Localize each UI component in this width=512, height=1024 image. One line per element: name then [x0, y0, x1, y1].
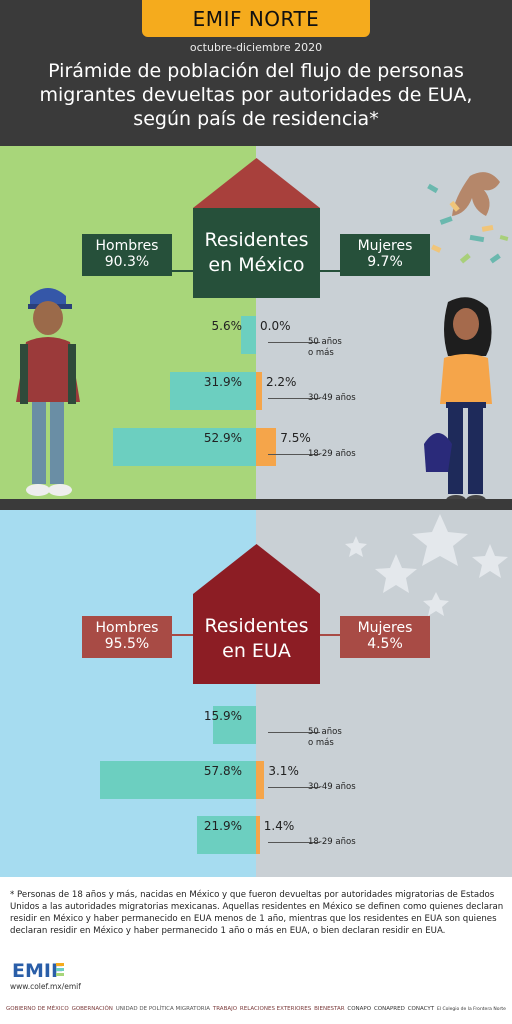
women-value-label: 2.2%	[265, 375, 297, 389]
women-total-tag: Mujeres 9.7%	[340, 234, 430, 276]
org-logo: BIENESTAR	[314, 1006, 345, 1012]
org-logo: CONAPO	[347, 1006, 372, 1012]
age-connector	[268, 842, 320, 843]
men-value-label: 57.8%	[203, 764, 242, 778]
house-title: Residentes en EUA	[193, 594, 320, 684]
org-logo: GOBERNACIÓN	[71, 1006, 113, 1012]
age-group-label: 50 años o más	[308, 727, 342, 749]
women-value-label: 1.4%	[263, 819, 295, 833]
age-connector	[268, 398, 320, 399]
men-value-label: 21.9%	[203, 819, 242, 833]
header: EMIF NORTE octubre-diciembre 2020 Pirámi…	[0, 0, 512, 146]
men-background	[0, 510, 256, 877]
men-value-label: 31.9%	[203, 375, 242, 389]
age-group-line: 50 años	[308, 337, 342, 347]
age-group-line: o más	[308, 348, 334, 358]
women-bar	[256, 816, 260, 854]
org-logo: CONACYT	[407, 1006, 435, 1012]
men-bar	[240, 316, 256, 354]
usa-residents-panel: Residentes en EUA Hombres 95.5% Mujeres 4.5…	[0, 510, 512, 877]
women-value-label: 3.1%	[268, 764, 299, 778]
house-roof-icon	[193, 158, 320, 208]
age-connector	[268, 454, 320, 455]
org-logo: El Colegio de la Frontera Norte	[436, 1006, 506, 1012]
men-value-label: 5.6%	[211, 319, 243, 333]
men-bar	[99, 761, 256, 799]
org-logo: RELACIONES EXTERIORES	[239, 1006, 312, 1012]
org-logo: UNIDAD DE POLÍTICA MIGRATORIA	[115, 1006, 210, 1012]
emif-logo-icon: EMIF	[12, 960, 64, 982]
website-link[interactable]: www.colef.mx/emif	[10, 982, 81, 991]
org-logo: GOBIERNO DE MÉXICO	[6, 1006, 69, 1012]
women-bar	[256, 428, 277, 466]
age-group-line: 30-49 años	[308, 393, 356, 403]
men-total-tag: Hombres 95.5%	[82, 616, 172, 658]
org-logo: CONAPRED	[373, 1006, 405, 1012]
age-group-label: 50 años o más	[308, 337, 342, 359]
brand-title: EMIF NORTE	[142, 0, 370, 37]
age-connector	[268, 342, 320, 343]
floor-divider	[0, 499, 512, 510]
age-group-line: 18-29 años	[308, 449, 356, 459]
stars-decoration-icon	[345, 514, 508, 616]
women-bar	[256, 372, 262, 410]
age-group-line: o más	[308, 738, 334, 748]
footnote: * Personas de 18 años y más, nacidas en …	[10, 890, 504, 936]
age-group-line: 18-29 años	[308, 837, 356, 847]
house-roof-icon	[193, 544, 320, 594]
men-bar	[213, 706, 256, 744]
age-group-label: 18-29 años	[308, 837, 356, 848]
age-group-line: 50 años	[308, 727, 342, 737]
page-title: Pirámide de población del flujo de perso…	[39, 60, 473, 130]
women-total-tag: Mujeres 4.5%	[340, 616, 430, 658]
men-total-tag: Hombres 90.3%	[82, 234, 172, 276]
women-bar	[256, 761, 265, 799]
period-label: octubre-diciembre 2020	[189, 41, 323, 54]
woman-illustration-icon	[424, 297, 492, 499]
house-title: Residentes en México	[193, 208, 320, 298]
age-connector	[268, 787, 320, 788]
age-group-label: 30-49 años	[308, 782, 356, 793]
org-logo: TRABAJO	[212, 1006, 238, 1012]
eagle-decoration-icon	[427, 172, 509, 264]
men-bar	[169, 372, 256, 410]
men-value-label: 52.9%	[203, 431, 242, 445]
age-connector	[268, 732, 320, 733]
sponsor-logos: GOBIERNO DE MÉXICO GOBERNACIÓN UNIDAD DE…	[6, 1000, 506, 1018]
age-group-label: 18-29 años	[308, 449, 356, 460]
men-bar	[196, 816, 256, 854]
women-value-label: 7.5%	[280, 431, 311, 445]
men-value-label: 15.9%	[203, 709, 242, 723]
emif-logo-text: EMIF	[12, 960, 64, 982]
age-group-line: 30-49 años	[308, 782, 356, 792]
women-value-label: 0.0%	[260, 319, 291, 333]
man-illustration-icon	[16, 288, 80, 496]
age-group-label: 30-49 años	[308, 393, 356, 404]
men-bar	[113, 428, 256, 466]
mexico-residents-panel: Residentes en México Hombres 90.3% Mujeres…	[0, 146, 512, 499]
